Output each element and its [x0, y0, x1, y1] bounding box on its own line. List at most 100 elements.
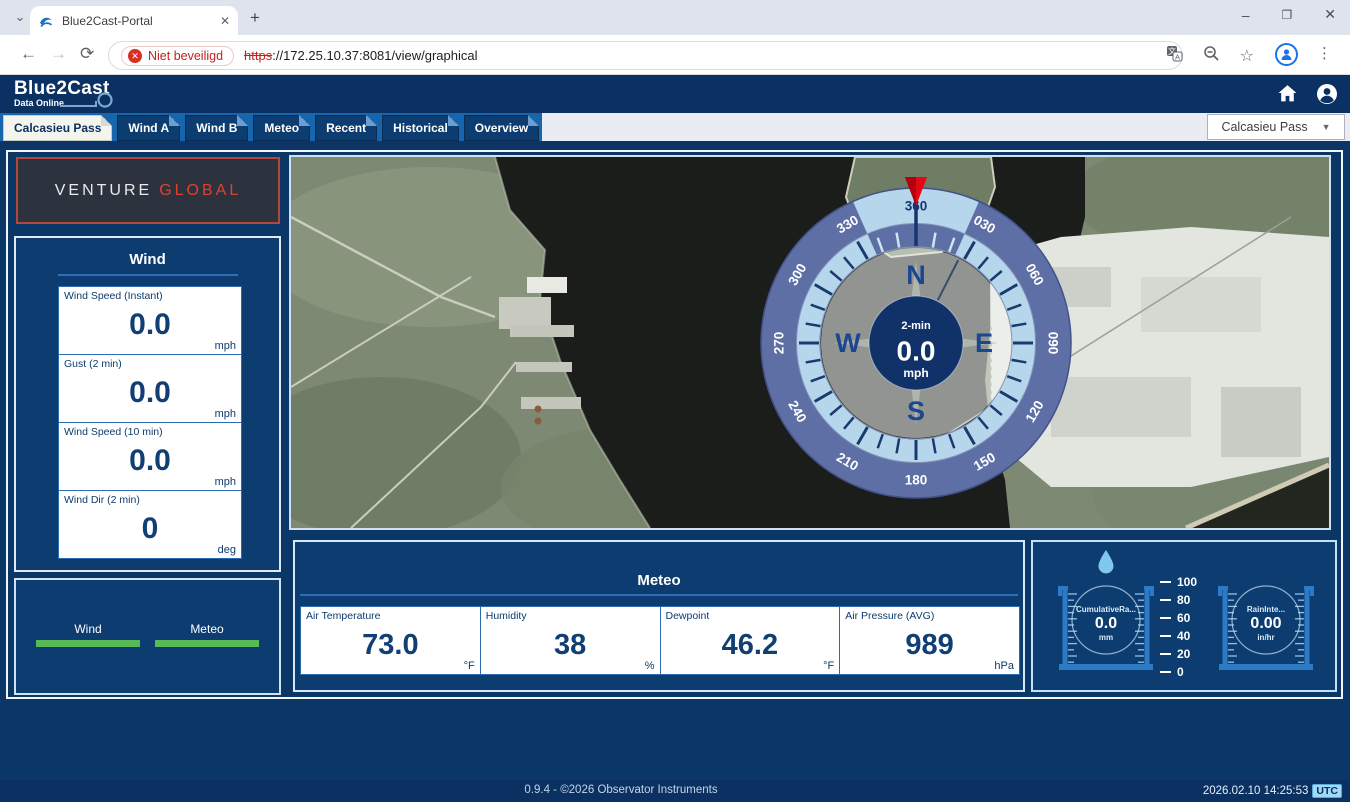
window-restore-button[interactable]: ❐: [1281, 7, 1293, 22]
clock: 2026.02.10 14:25:53 UTC: [1203, 784, 1342, 798]
browser-tab[interactable]: Blue2Cast-Portal ✕: [30, 6, 238, 35]
tab-search-icon[interactable]: ⌄: [14, 9, 26, 24]
url-protocol: https: [244, 48, 273, 63]
reload-icon[interactable]: ⟳: [80, 44, 95, 63]
svg-text:N: N: [906, 260, 926, 290]
card-value: 0.0: [129, 308, 171, 341]
svg-text:E: E: [975, 328, 993, 358]
security-label: Niet beveiligd: [148, 48, 224, 63]
brand-subtitle: Data Online: [14, 98, 65, 108]
svg-text:180: 180: [905, 473, 928, 488]
station-select[interactable]: Calcasieu Pass ▼: [1207, 114, 1345, 140]
scale-row: 100: [1160, 575, 1204, 589]
wind-panel-title: Wind: [129, 251, 166, 268]
card-label: Wind Speed (Instant): [64, 290, 163, 302]
svg-text:0.00: 0.00: [1250, 615, 1281, 632]
card-unit: mph: [214, 340, 236, 352]
scale-value: 100: [1177, 575, 1198, 589]
nav-tab-historical[interactable]: Historical: [382, 115, 459, 141]
app-header: Blue2Cast Data Online: [0, 75, 1350, 113]
cumulative-rain-gauge: CumulativeRa...0.0mm: [1058, 585, 1154, 670]
app-footer: 0.9.4 - ©2026 Observator Instruments 202…: [0, 780, 1350, 802]
profile-avatar[interactable]: [1275, 43, 1298, 66]
svg-text:0.0: 0.0: [1095, 615, 1117, 632]
svg-text:2-min: 2-min: [901, 320, 931, 332]
brand-title: Blue2Cast: [14, 78, 110, 99]
svg-text:270: 270: [772, 332, 787, 355]
nav-tab-overview[interactable]: Overview: [463, 115, 540, 141]
svg-text:0.0: 0.0: [897, 336, 936, 367]
meteo-card: Air Pressure (AVG) 989 hPa: [839, 606, 1020, 675]
scale-tick: [1160, 581, 1171, 583]
scale-row: 80: [1160, 593, 1204, 607]
card-label: Gust (2 min): [64, 358, 122, 370]
svg-text:RainInte...: RainInte...: [1247, 605, 1285, 614]
scale-value: 80: [1177, 593, 1191, 607]
scale-tick: [1160, 617, 1171, 619]
card-unit: mph: [214, 408, 236, 420]
status-bar: [36, 640, 140, 647]
timestamp: 2026.02.10 14:25:53: [1202, 785, 1309, 797]
nav-tab-recent[interactable]: Recent: [315, 115, 378, 141]
nav-tab-wind-b[interactable]: Wind B: [185, 115, 249, 141]
nav-tab-calcasieu-pass[interactable]: Calcasieu Pass: [3, 115, 113, 141]
wind-card: Wind Speed (Instant) 0.0 mph: [58, 286, 242, 355]
meteo-card: Humidity 38%: [479, 606, 661, 675]
status-item-wind: Wind: [36, 622, 140, 693]
chevron-down-icon: ▼: [1321, 122, 1331, 132]
raindrop-icon: [1098, 550, 1114, 574]
card-label: Air Temperature: [306, 610, 381, 622]
browser-tab-strip: ⌄ Blue2Cast-Portal ✕ + – ❐ ✕: [0, 0, 1350, 35]
card-value: 0.0: [129, 444, 171, 477]
browser-tab-title: Blue2Cast-Portal: [62, 13, 153, 28]
dashboard: VENTURE GLOBAL Wind Wind Speed (Instant)…: [0, 149, 1350, 780]
card-label: Wind Speed (10 min): [64, 426, 163, 438]
timezone-badge: UTC: [1312, 784, 1342, 798]
wind-card: Wind Speed (10 min) 0.0 mph: [58, 422, 242, 491]
back-icon[interactable]: ←: [20, 44, 37, 63]
scale-row: 60: [1160, 611, 1204, 625]
wind-panel: Wind Wind Speed (Instant) 0.0 mph Gust (2 m…: [14, 236, 281, 572]
user-icon[interactable]: [1316, 83, 1338, 110]
tab-close-icon[interactable]: ✕: [219, 13, 230, 28]
bookmark-star-icon[interactable]: ☆: [1239, 48, 1254, 65]
card-unit: deg: [217, 544, 236, 556]
svg-text:mph: mph: [903, 366, 928, 380]
zoom-icon[interactable]: [1203, 45, 1220, 67]
meteo-cards: Air Temperature 73.0 °F Humidity 38% Dewpoint…: [300, 606, 1020, 675]
card-unit: hPa: [994, 660, 1014, 672]
nav-tab-meteo[interactable]: Meteo: [253, 115, 311, 141]
nav-tab-wind-a[interactable]: Wind A: [117, 115, 181, 141]
svg-text:文: 文: [1168, 46, 1176, 56]
address-bar[interactable]: ✕ Niet beveiligd https://172.25.10.37:80…: [108, 41, 1183, 70]
card-value: 73.0: [362, 628, 419, 661]
card-value: 0.0: [129, 376, 171, 409]
app-nav-bar: Calcasieu Pass Wind A Wind B Meteo Recent His…: [0, 113, 1350, 141]
scale-row: 40: [1160, 629, 1204, 643]
svg-text:W: W: [835, 328, 861, 358]
window-minimize-button[interactable]: –: [1241, 6, 1250, 23]
meteo-panel-title: Meteo: [637, 572, 681, 589]
status-item-meteo: Meteo: [155, 622, 259, 693]
svg-text:mm: mm: [1099, 633, 1113, 642]
meteo-card: Air Temperature 73.0 °F: [300, 606, 481, 675]
meteo-title-underline: [300, 594, 1018, 596]
new-tab-button[interactable]: +: [250, 8, 260, 27]
scale-value: 20: [1177, 647, 1191, 661]
window-close-button[interactable]: ✕: [1324, 6, 1336, 22]
browser-menu-icon[interactable]: ⋮: [1317, 45, 1332, 62]
url-path: ://172.25.10.37:8081/view/graphical: [272, 48, 478, 63]
card-unit: %: [644, 660, 655, 672]
station-select-value: Calcasieu Pass: [1221, 120, 1308, 134]
scale-tick: [1160, 635, 1171, 637]
forward-icon[interactable]: →: [50, 44, 67, 63]
scale-tick: [1160, 671, 1171, 673]
security-chip[interactable]: ✕ Niet beveiligd: [121, 45, 235, 66]
scale-tick: [1160, 599, 1171, 601]
svg-text:090: 090: [1046, 332, 1061, 355]
brand-decoration: [60, 92, 113, 108]
home-icon[interactable]: [1277, 83, 1298, 109]
not-secure-icon: ✕: [128, 48, 142, 63]
